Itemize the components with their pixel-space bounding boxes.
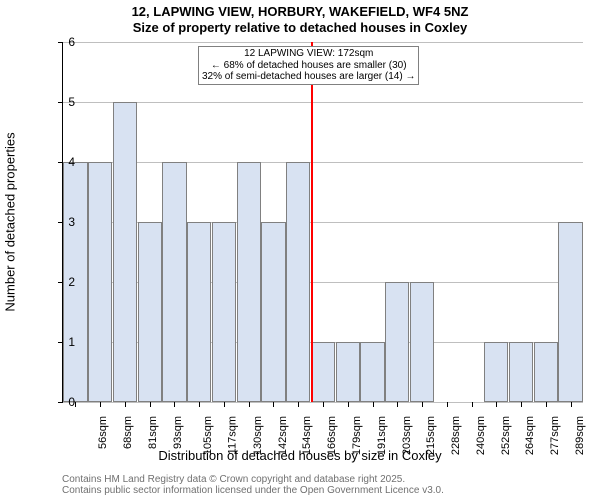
histogram-bar bbox=[410, 282, 434, 402]
gridline bbox=[63, 42, 583, 43]
xtick-mark bbox=[348, 402, 349, 407]
ytick-label: 0 bbox=[45, 395, 75, 409]
xtick-label: 81sqm bbox=[147, 416, 159, 449]
histogram-bar bbox=[311, 342, 335, 402]
xtick-mark bbox=[496, 402, 497, 407]
histogram-bar bbox=[360, 342, 384, 402]
histogram-bar bbox=[286, 162, 310, 402]
xtick-label: 142sqm bbox=[277, 416, 289, 455]
ytick-label: 5 bbox=[45, 95, 75, 109]
reference-line bbox=[311, 42, 313, 402]
xtick-label: 191sqm bbox=[376, 416, 388, 455]
histogram-bar bbox=[336, 342, 360, 402]
xtick-label: 93sqm bbox=[172, 416, 184, 449]
gridline bbox=[63, 162, 583, 163]
xtick-mark bbox=[224, 402, 225, 407]
ytick-label: 3 bbox=[45, 215, 75, 229]
histogram-bar bbox=[484, 342, 508, 402]
chart-title: 12, LAPWING VIEW, HORBURY, WAKEFIELD, WF… bbox=[0, 4, 600, 19]
ytick-label: 4 bbox=[45, 155, 75, 169]
xtick-label: 105sqm bbox=[203, 416, 215, 455]
xtick-label: 240sqm bbox=[475, 416, 487, 455]
xtick-label: 264sqm bbox=[524, 416, 536, 455]
histogram-bar bbox=[534, 342, 558, 402]
histogram-bar bbox=[88, 162, 112, 402]
xtick-label: 154sqm bbox=[302, 416, 314, 455]
annotation-line: 12 LAPWING VIEW: 172sqm bbox=[202, 48, 415, 60]
ytick-label: 2 bbox=[45, 275, 75, 289]
xtick-label: 215sqm bbox=[425, 416, 437, 455]
histogram-bar bbox=[138, 222, 162, 402]
histogram-bar bbox=[113, 102, 137, 402]
annotation-line: ← 68% of detached houses are smaller (30… bbox=[202, 60, 415, 72]
xtick-label: 252sqm bbox=[500, 416, 512, 455]
gridline bbox=[63, 102, 583, 103]
y-axis-label: Number of detached properties bbox=[3, 132, 18, 311]
chart-subtitle: Size of property relative to detached ho… bbox=[0, 20, 600, 35]
xtick-mark bbox=[546, 402, 547, 407]
histogram-bar bbox=[187, 222, 211, 402]
xtick-label: 117sqm bbox=[227, 416, 239, 454]
xtick-label: 166sqm bbox=[326, 416, 338, 455]
provenance-note: Contains HM Land Registry data © Crown c… bbox=[62, 474, 444, 496]
histogram-bar bbox=[162, 162, 186, 402]
xtick-mark bbox=[373, 402, 374, 407]
xtick-mark bbox=[249, 402, 250, 407]
xtick-mark bbox=[75, 402, 76, 407]
xtick-mark bbox=[100, 402, 101, 407]
xtick-mark bbox=[150, 402, 151, 407]
histogram-bar bbox=[212, 222, 236, 402]
xtick-mark bbox=[174, 402, 175, 407]
histogram-bar bbox=[237, 162, 261, 402]
xtick-mark bbox=[323, 402, 324, 407]
xtick-label: 56sqm bbox=[97, 416, 109, 449]
xtick-mark bbox=[199, 402, 200, 407]
ytick-label: 6 bbox=[45, 35, 75, 49]
provenance-line: Contains HM Land Registry data © Crown c… bbox=[62, 474, 444, 485]
xtick-mark bbox=[571, 402, 572, 407]
xtick-mark bbox=[472, 402, 473, 407]
xtick-mark bbox=[298, 402, 299, 407]
xtick-mark bbox=[447, 402, 448, 407]
xtick-mark bbox=[397, 402, 398, 407]
xtick-label: 68sqm bbox=[122, 416, 134, 449]
xtick-label: 203sqm bbox=[401, 416, 413, 455]
xtick-mark bbox=[521, 402, 522, 407]
histogram-bar bbox=[261, 222, 285, 402]
histogram-bar bbox=[385, 282, 409, 402]
xtick-mark bbox=[125, 402, 126, 407]
xtick-label: 228sqm bbox=[450, 416, 462, 455]
xtick-label: 179sqm bbox=[351, 416, 363, 455]
annotation-line: 32% of semi-detached houses are larger (… bbox=[202, 71, 415, 83]
ytick-label: 1 bbox=[45, 335, 75, 349]
xtick-label: 289sqm bbox=[574, 416, 586, 455]
xtick-mark bbox=[273, 402, 274, 407]
histogram-bar bbox=[558, 222, 582, 402]
xtick-mark bbox=[422, 402, 423, 407]
histogram-bar bbox=[509, 342, 533, 402]
annotation-box: 12 LAPWING VIEW: 172sqm← 68% of detached… bbox=[198, 46, 419, 85]
provenance-line: Contains public sector information licen… bbox=[62, 485, 444, 496]
xtick-label: 277sqm bbox=[549, 416, 561, 455]
plot-area: 12 LAPWING VIEW: 172sqm← 68% of detached… bbox=[62, 42, 583, 403]
xtick-label: 130sqm bbox=[252, 416, 264, 455]
